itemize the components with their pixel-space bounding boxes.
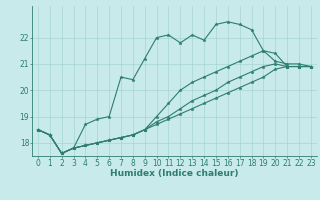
X-axis label: Humidex (Indice chaleur): Humidex (Indice chaleur): [110, 169, 239, 178]
